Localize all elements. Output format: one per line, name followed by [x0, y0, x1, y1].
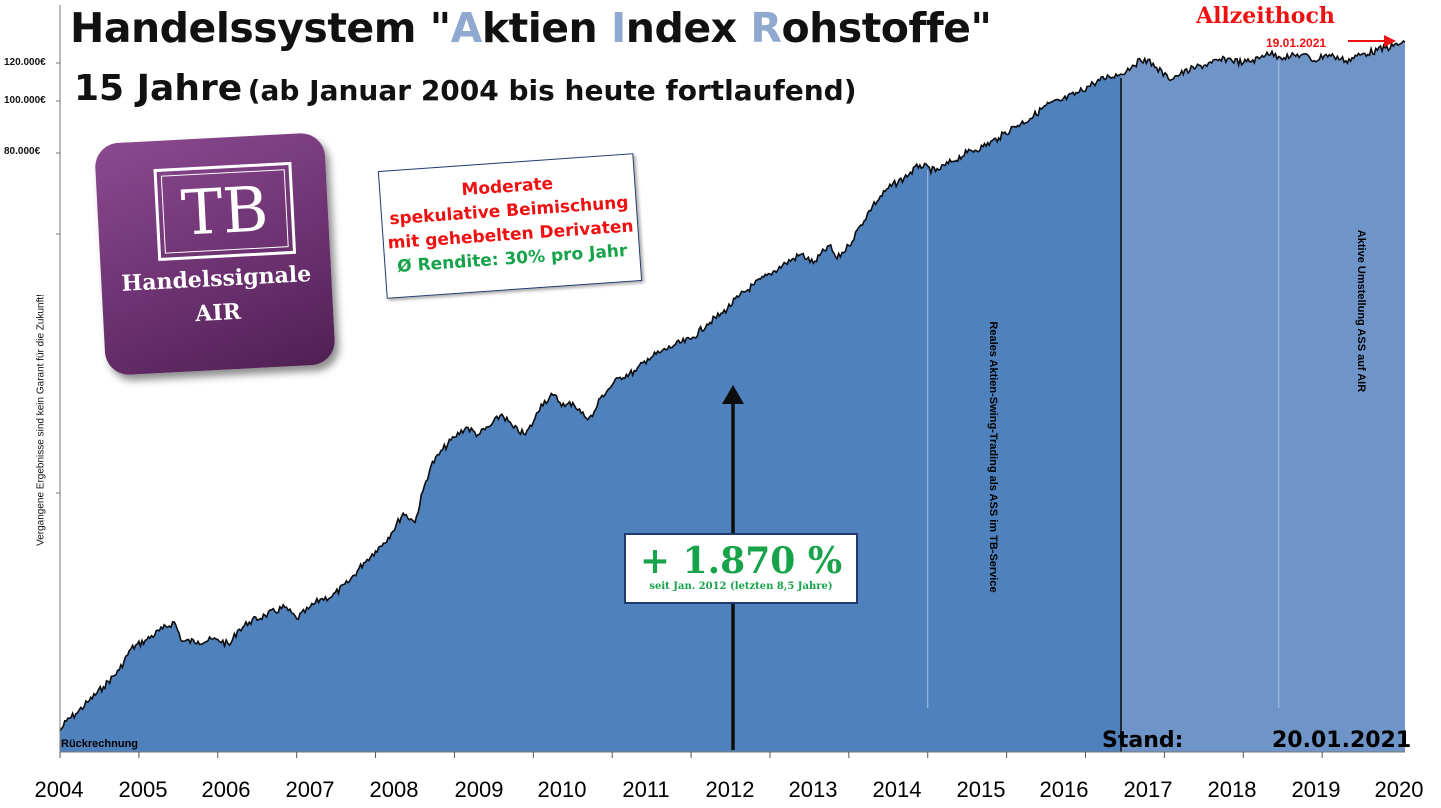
chart-title: Handelssystem "Aktien Index Rohstoffe" — [70, 4, 992, 52]
x-tick-label: 2007 — [285, 777, 335, 802]
annotation-switch: Aktive Umstellung ASS auf AIR — [1355, 229, 1367, 393]
equity-area-recent — [1121, 41, 1405, 752]
x-tick-label: 2006 — [201, 777, 251, 802]
gain-value: + 1.870 % — [639, 540, 843, 582]
record-date: 19.01.2021 — [1266, 36, 1327, 50]
x-tick-label: 2020 — [1374, 777, 1424, 802]
x-tick-label: 2005 — [118, 777, 168, 802]
disclaimer-text: Vergangene Ergebnisse sind kein Garant f… — [35, 294, 47, 546]
logo-line-2: AIR — [194, 298, 242, 328]
strategy-info-box: Moderate spekulative Beimischung mit geh… — [377, 153, 643, 299]
record-label: Allzeithoch — [1196, 3, 1335, 29]
x-tick-label: 2017 — [1123, 777, 1173, 802]
x-tick-label: 2010 — [537, 777, 587, 802]
gain-note: seit Jan. 2012 (letzten 8,5 Jahre) — [649, 581, 833, 592]
x-tick-label: 2015 — [956, 777, 1006, 802]
stand-label: Stand: — [1102, 728, 1184, 753]
logo-frame: TB — [153, 161, 297, 261]
x-tick-label: 2012 — [705, 777, 755, 802]
chart-subtitle: 15 Jahre (ab Januar 2004 bis heute fortl… — [74, 68, 857, 109]
gain-arrow-head — [722, 385, 744, 404]
x-tick-label: 2019 — [1291, 777, 1341, 802]
y-tick-label: 100.000€ — [4, 95, 46, 106]
gain-callout: + 1.870 % seit Jan. 2012 (letzten 8,5 Ja… — [624, 533, 858, 604]
record-arrow-head — [1384, 35, 1396, 47]
x-tick-label: 2014 — [872, 777, 922, 802]
x-tick-label: 2011 — [622, 777, 670, 802]
tb-logo: TB Handelssignale AIR — [94, 132, 336, 376]
y-tick-label: 80.000€ — [4, 146, 41, 157]
x-tick-label: 2008 — [369, 777, 419, 802]
x-tick-label: 2009 — [454, 777, 504, 802]
logo-line-1: Handelssignale — [120, 261, 312, 297]
x-tick-label: 2013 — [788, 777, 838, 802]
annotation-real-trading: Reales Aktien-Swing-Trading als ASS im T… — [987, 321, 999, 593]
stand-date: 20.01.2021 — [1272, 728, 1412, 753]
x-tick-label: 2016 — [1039, 777, 1089, 802]
backtest-label: Rückrechnung — [61, 738, 139, 750]
x-tick-label: 2018 — [1207, 777, 1257, 802]
x-tick-label: 2004 — [34, 777, 84, 802]
y-tick-label: 120.000€ — [4, 57, 46, 68]
equity-line — [59, 39, 1406, 732]
